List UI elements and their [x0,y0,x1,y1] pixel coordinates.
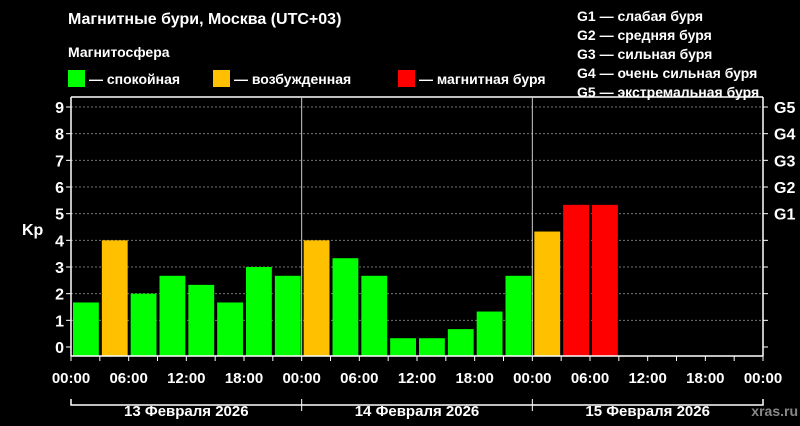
kp-bar [592,204,618,356]
legend-swatch [398,70,415,87]
kp-bar [332,258,359,356]
x-tick-label: 12:00 [167,370,205,387]
y-tick-label: 1 [55,313,64,330]
g-scale-legend: G1 — слабая буря G2 — средняя буря G3 — … [577,7,759,102]
x-tick-label: 06:00 [109,370,147,387]
x-tick-label: 06:00 [571,370,609,387]
y-tick-label: 4 [55,233,64,250]
kp-bar [188,284,215,356]
kp-bar [419,338,445,356]
kp-bar [159,275,186,356]
kp-bar [101,240,128,356]
kp-bar [390,338,416,356]
x-tick-label: 18:00 [225,370,263,387]
kp-bar [246,267,272,356]
g-scale-item: G2 — средняя буря [577,27,712,43]
kp-bar [447,329,474,356]
legend-swatch [213,70,230,87]
g-scale-item: G3 — сильная буря [577,46,713,62]
g-scale-item: G5 — экстремальная буря [577,84,760,100]
kp-bar [130,293,157,356]
g-tick-label: G2 [774,180,795,197]
kp-bar [563,204,589,356]
x-tick-label: 00:00 [282,370,320,387]
kp-bar [505,275,532,356]
kp-bar [476,311,503,356]
x-tick-label: 18:00 [686,370,724,387]
legend-label: — возбужденная [234,70,352,87]
y-tick-label: 0 [55,340,64,357]
g-tick-label: G3 [774,153,795,170]
day-label: 14 Февраля 2026 [355,403,480,420]
legend-label: — магнитная буря [419,70,546,87]
kp-bar [303,240,330,356]
kp-bar [361,275,388,356]
day-bracket [70,399,764,406]
g-tick-label: G1 [774,207,795,224]
x-tick-label: 12:00 [398,370,436,387]
x-tick-label: 00:00 [513,370,551,387]
legend-label: — спокойная [89,70,181,87]
y-axis-label: Kp [22,222,44,239]
x-tick-label: 06:00 [340,370,378,387]
x-tick-label: 00:00 [744,370,782,387]
chart-subtitle: Магнитосфера [68,44,170,60]
y-tick-label: 6 [55,180,64,197]
g-tick-label: G5 [774,100,795,117]
chart-title: Магнитные бури, Москва (UTC+03) [68,11,342,28]
g-scale-item: G1 — слабая буря [577,8,704,24]
kp-bar [73,302,99,356]
legend-storm: — магнитная буря [398,70,546,87]
x-tick-label: 00:00 [52,370,90,387]
legend-swatch [68,70,85,87]
x-tick-label: 12:00 [628,370,666,387]
day-label: 13 Февраля 2026 [124,403,249,420]
y-tick-label: 9 [55,100,64,117]
y-tick-label: 7 [55,153,64,170]
y-tick-label: 3 [55,260,64,277]
kp-bar [217,302,243,356]
watermark: xras.ru [751,403,798,419]
legend-excited: — возбужденная [213,70,351,87]
day-label: 15 Февраля 2026 [585,403,710,420]
x-tick-label: 18:00 [455,370,493,387]
g-tick-label: G4 [774,127,795,144]
kp-bar [534,231,561,356]
y-tick-label: 2 [55,287,64,304]
y-tick-label: 5 [55,207,64,224]
y-tick-label: 8 [55,127,64,144]
kp-bar [274,275,301,356]
legend-quiet: — спокойная [68,70,180,87]
g-scale-item: G4 — очень сильная буря [577,65,758,81]
